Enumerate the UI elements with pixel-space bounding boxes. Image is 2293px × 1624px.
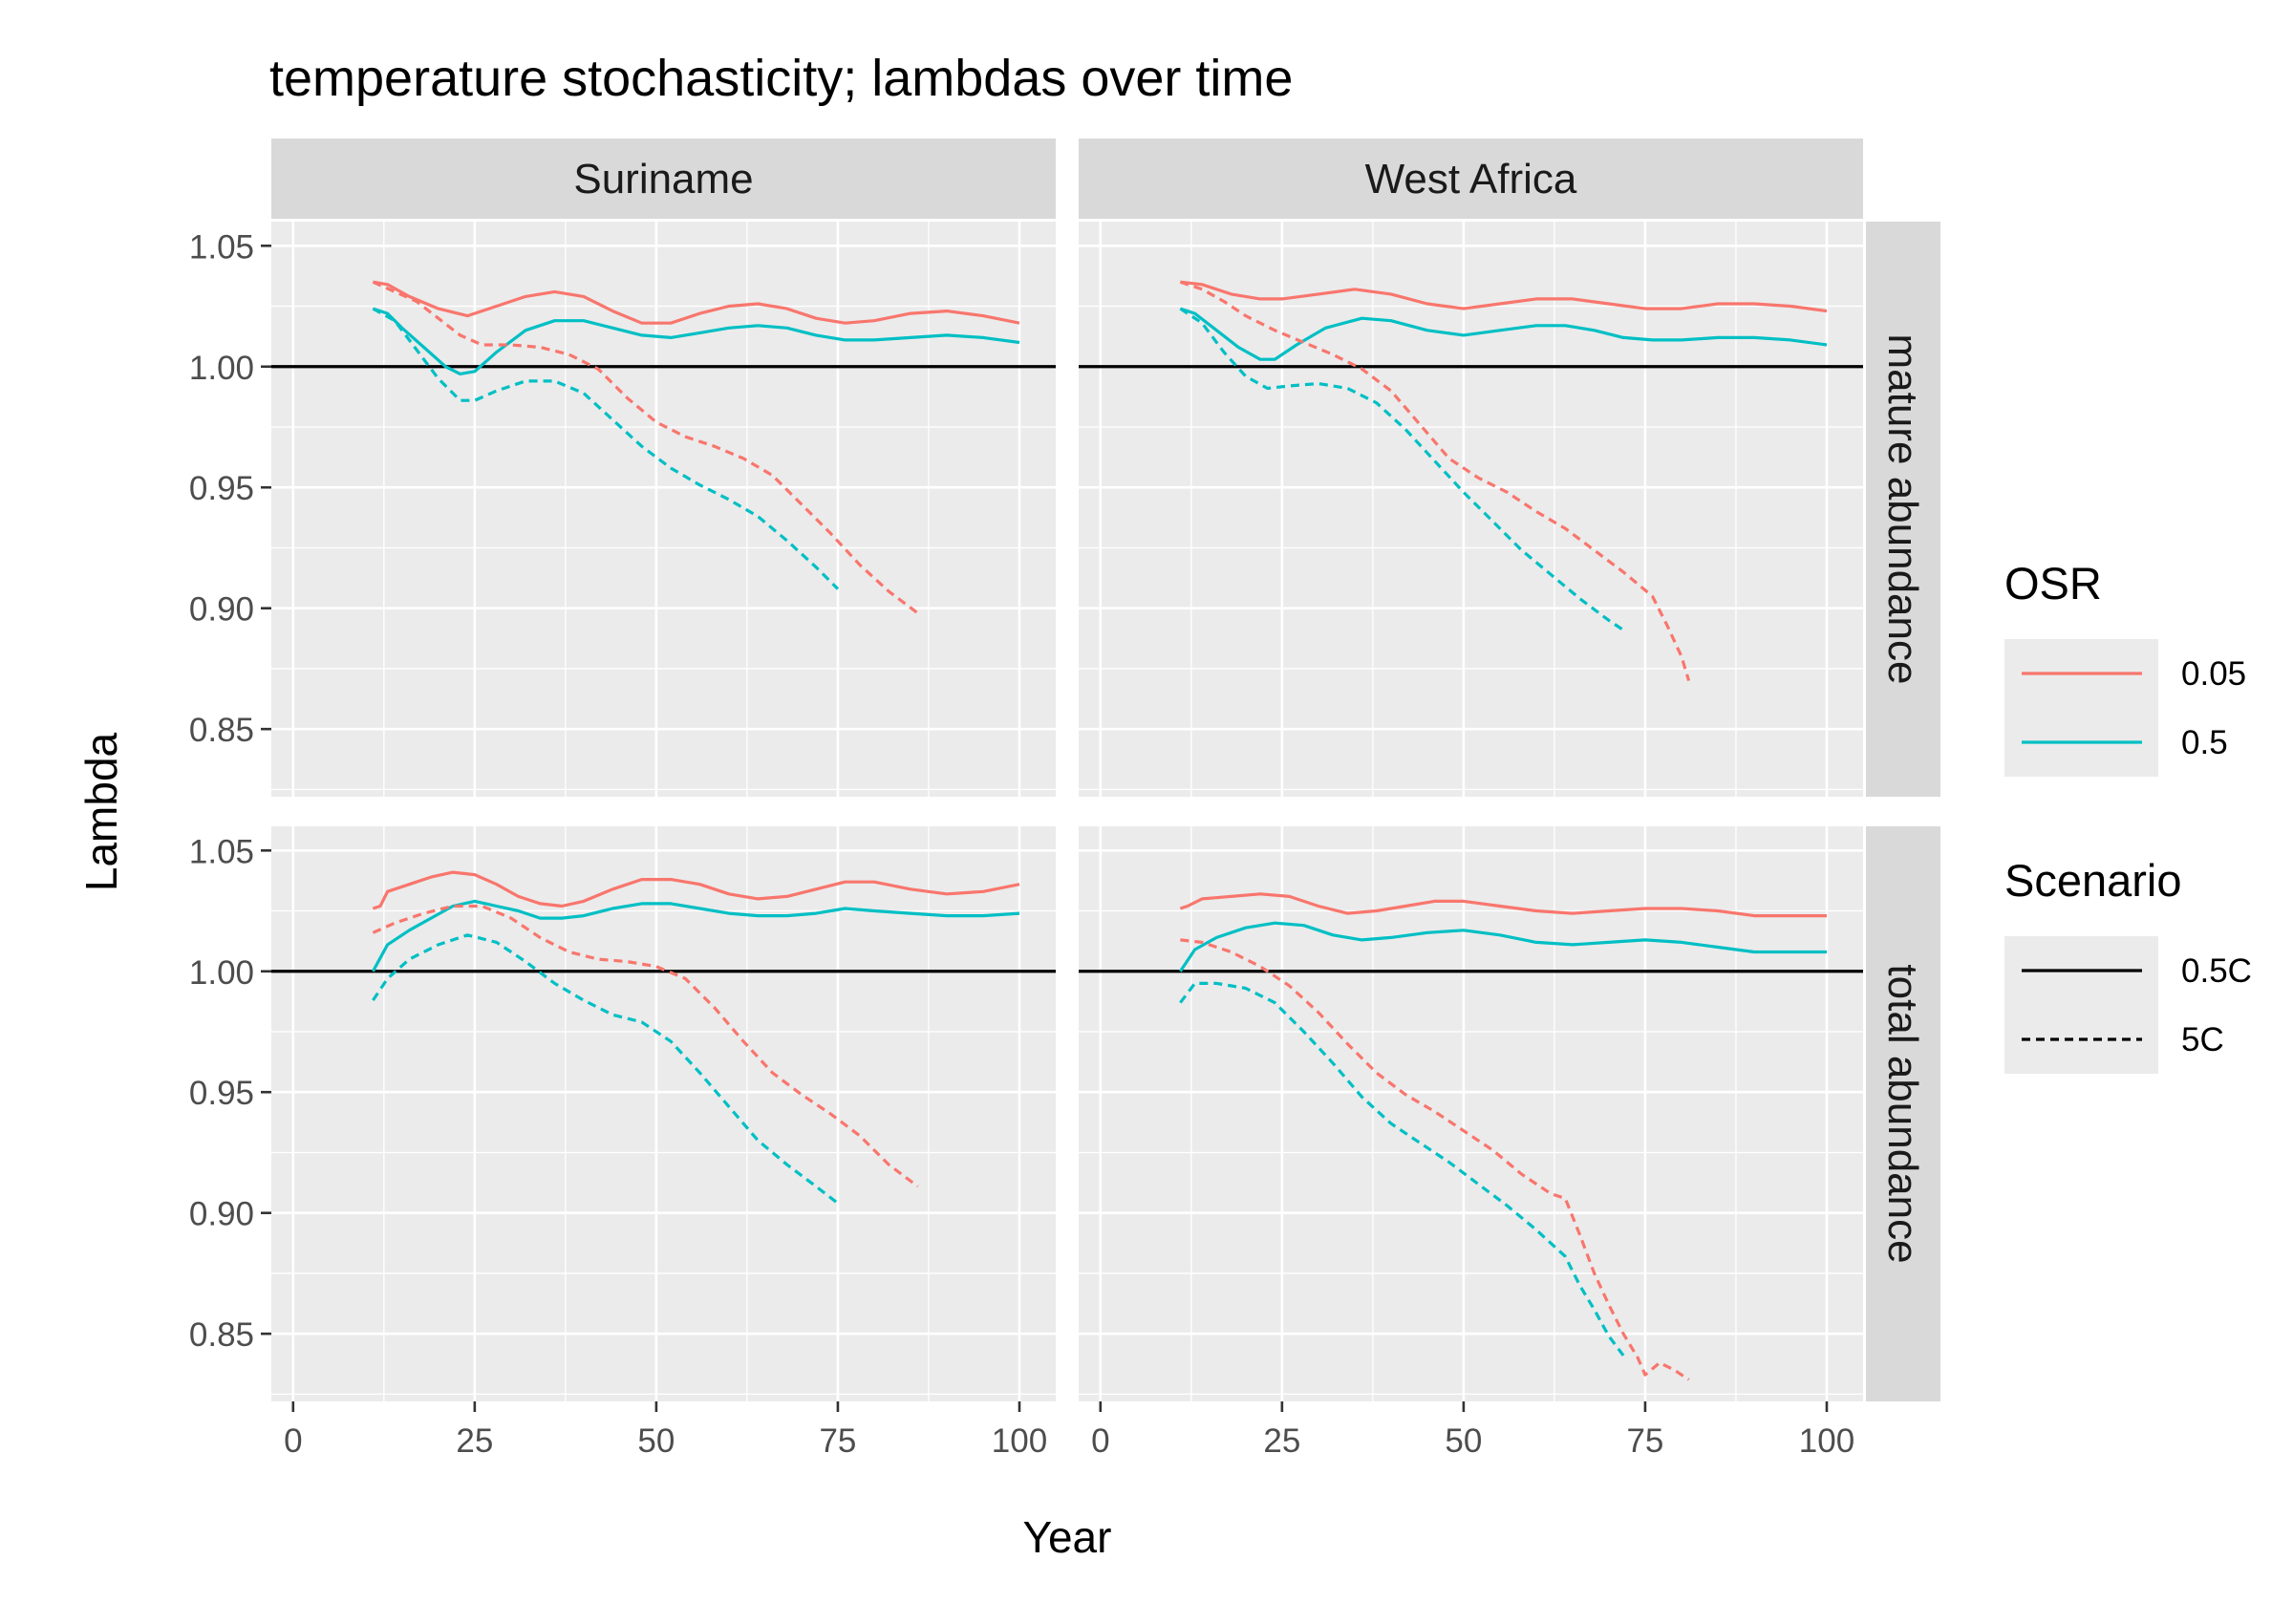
facet-panel xyxy=(271,826,1056,1401)
y-tick-label: 0.90 xyxy=(189,1196,254,1233)
series-line-osr-05-05C xyxy=(1179,921,1827,972)
panel-background xyxy=(1079,222,1863,797)
y-axis-label: Lambda xyxy=(76,732,126,891)
series-line-osr-005-5C xyxy=(372,904,919,1188)
series-line-osr-05-5C xyxy=(1179,981,1625,1357)
legend-label: 0.05 xyxy=(2181,655,2246,693)
series-line-osr-005-5C xyxy=(372,280,919,615)
y-tick-label: 1.05 xyxy=(189,833,254,870)
series-line-osr-05-05C xyxy=(1179,307,1828,361)
legend-title: Scenario xyxy=(2004,855,2182,906)
x-tick-label: 25 xyxy=(1263,1422,1300,1460)
series-line-osr-05-5C xyxy=(372,933,839,1205)
facet-strip-label: West Africa xyxy=(1365,156,1577,203)
facet-strip-row xyxy=(1866,826,1940,1401)
x-tick-label: 0 xyxy=(1091,1422,1109,1460)
series-line-osr-005-05C xyxy=(372,870,1020,910)
y-tick-label: 0.85 xyxy=(189,1316,254,1354)
y-tick-label: 0.85 xyxy=(189,712,254,749)
facet-panel xyxy=(1079,222,1863,797)
facet-strip-label: total abundance xyxy=(1879,964,1926,1263)
legend-label: 0.5 xyxy=(2181,724,2228,761)
series-line-osr-005-05C xyxy=(1180,280,1828,313)
chart-title: temperature stochasticity; lambdas over … xyxy=(269,50,1293,107)
facet-strip-label: mature abundance xyxy=(1879,334,1926,685)
x-tick-label: 0 xyxy=(284,1422,302,1460)
x-tick-label: 50 xyxy=(1445,1422,1482,1460)
panel-background xyxy=(271,222,1056,797)
axes: 0.85 0.90 0.95 1.00 1.05 0.85 0.90 0.95 1.00 1.05… xyxy=(189,228,1854,1460)
facet-panel xyxy=(271,222,1056,797)
x-tick-label: 100 xyxy=(992,1422,1047,1460)
series-line-osr-05-05C xyxy=(372,307,1020,375)
facet-strip-column xyxy=(271,139,1056,219)
facet-strip-column xyxy=(1079,139,1863,219)
facet-panel xyxy=(1079,826,1863,1401)
y-tick-label: 0.95 xyxy=(189,1075,254,1112)
facet-strip-label: Suriname xyxy=(573,156,753,203)
y-tick-label: 1.00 xyxy=(189,350,254,387)
y-tick-label: 1.05 xyxy=(189,228,254,266)
x-tick-label: 50 xyxy=(637,1422,675,1460)
facet-strips: Suriname West Africa mature abundance total… xyxy=(271,139,1940,1401)
panel-background xyxy=(1079,826,1863,1401)
y-tick-label: 1.00 xyxy=(189,954,254,992)
legend-osr: OSR 0.05 0.5 xyxy=(2004,558,2246,777)
legend-scenario: Scenario 0.5C 5C xyxy=(2004,855,2252,1074)
x-tick-label: 75 xyxy=(819,1422,856,1460)
x-tick-label: 100 xyxy=(1799,1422,1854,1460)
legend-label: 0.5C xyxy=(2181,952,2252,990)
y-tick-label: 0.95 xyxy=(189,470,254,507)
series-line-osr-005-05C xyxy=(373,280,1020,325)
series-line-osr-05-5C xyxy=(1179,307,1624,631)
panel-background xyxy=(271,826,1056,1401)
x-axis-label: Year xyxy=(1023,1512,1112,1562)
legend-label: 5C xyxy=(2181,1021,2224,1058)
legend-title: OSR xyxy=(2004,558,2102,609)
series-line-osr-05-05C xyxy=(371,899,1020,972)
series-line-osr-005-5C xyxy=(1179,280,1691,682)
series-line-osr-005-05C xyxy=(1179,892,1827,918)
series-line-osr-005-5C xyxy=(1180,938,1690,1381)
x-tick-label: 25 xyxy=(456,1422,493,1460)
facet-strip-row xyxy=(1866,222,1940,797)
facet-panels xyxy=(271,222,1863,1401)
y-tick-label: 0.90 xyxy=(189,591,254,629)
x-tick-label: 75 xyxy=(1626,1422,1663,1460)
